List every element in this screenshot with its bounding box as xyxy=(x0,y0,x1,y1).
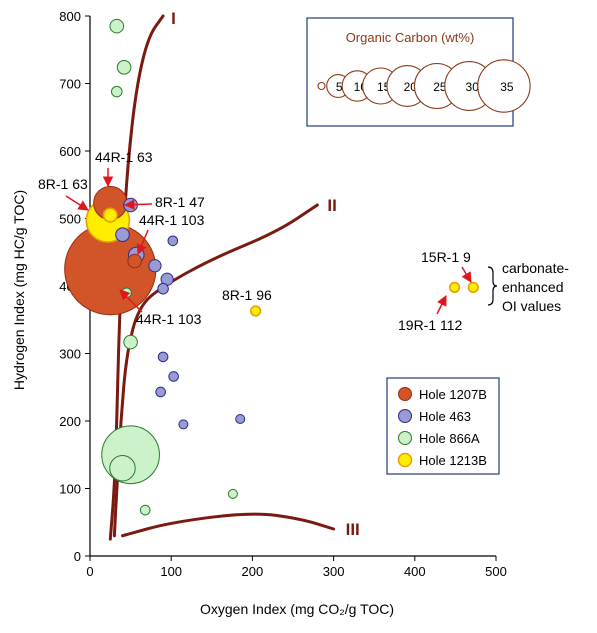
brace xyxy=(487,266,498,306)
point-hole-866a xyxy=(123,334,138,350)
label-8r1-47: 8R-1 47 xyxy=(155,194,205,210)
legend-label-1213b: Hole 1213B xyxy=(419,453,487,468)
legend-marker-1213b xyxy=(397,452,413,468)
point-hole-463 xyxy=(157,351,169,363)
y-axis-title: Hydrogen Index (mg HC/g TOC) xyxy=(11,190,27,390)
legend-label-866a: Hole 866A xyxy=(419,431,480,446)
annotation-line-2: enhanced xyxy=(502,279,564,295)
curve-label-I: I xyxy=(171,9,176,28)
label-19r1-112: 19R-1 112 xyxy=(398,317,463,333)
y-tick-label: 200 xyxy=(59,414,81,429)
arrow-19r1-112 xyxy=(436,295,447,315)
annotation-line-1: carbonate- xyxy=(502,260,569,276)
annotation-line-3: OI values xyxy=(502,298,561,314)
legend-marker-1207b xyxy=(398,387,412,401)
series-legend: Hole 1207B Hole 463 Hole 866A Hole 1213B xyxy=(386,377,500,475)
point-hole-866a xyxy=(227,488,238,499)
curve-type-II xyxy=(112,203,319,538)
point-hole-463 xyxy=(168,371,179,382)
size-legend-title: Organic Carbon (wt%) xyxy=(346,30,475,45)
legend-label-1207b: Hole 1207B xyxy=(419,387,487,402)
arrow-44r1-103-a xyxy=(136,229,149,255)
curve-type-III xyxy=(120,512,336,538)
point-hole-463 xyxy=(155,386,166,398)
size-legend-circle xyxy=(477,59,531,113)
size-legend-label: 5 xyxy=(336,80,343,94)
size-legend-label: 20 xyxy=(404,80,418,94)
size-legend-label: 25 xyxy=(433,80,447,94)
x-tick-label: 400 xyxy=(404,564,426,579)
y-tick-label: 600 xyxy=(59,144,81,159)
y-axis-ticks: 0100200300400500600700800 xyxy=(59,9,90,564)
curve-label-II: II xyxy=(327,196,336,215)
label-44r1-63: 44R-1 63 xyxy=(95,149,153,165)
point-hole-866a xyxy=(111,85,123,98)
legend-marker-866a xyxy=(398,431,412,445)
y-tick-label: 500 xyxy=(59,212,81,227)
carbonate-annotation: carbonate- enhanced OI values xyxy=(487,260,569,314)
point-hole-463 xyxy=(157,282,169,295)
size-legend-label: 30 xyxy=(466,80,480,94)
point-hole-866a xyxy=(109,455,136,482)
point-hole-463 xyxy=(235,413,246,424)
legend-label-463: Hole 463 xyxy=(419,409,471,424)
point-hole-1213b xyxy=(467,281,479,293)
point-hole-866a xyxy=(109,18,125,34)
point-hole-463 xyxy=(167,235,179,247)
x-axis-title: Oxygen Index (mg CO₂/g TOC) xyxy=(200,601,394,617)
legend-marker-463 xyxy=(398,409,412,423)
arrow-8r1-63 xyxy=(65,195,89,211)
label-44r1-103-a: 44R-1 103 xyxy=(139,212,205,228)
point-labels: 44R-1 63 8R-1 63 8R-1 47 44R-1 103 44R-1… xyxy=(38,149,472,333)
size-legend: Organic Carbon (wt%) 15101520253035 xyxy=(306,17,531,127)
y-tick-label: 700 xyxy=(59,77,81,92)
arrow-44r1-103-b xyxy=(119,289,143,313)
point-hole-463 xyxy=(178,419,189,430)
point-hole-463 xyxy=(115,227,130,242)
x-tick-label: 500 xyxy=(485,564,507,579)
label-44r1-103-b: 44R-1 103 xyxy=(136,311,202,327)
y-tick-label: 800 xyxy=(59,9,81,24)
size-legend-label: 35 xyxy=(500,80,514,94)
point-hole-463 xyxy=(148,259,162,273)
point-hole-1207b xyxy=(127,253,142,269)
y-tick-label: 0 xyxy=(74,549,81,564)
y-tick-label: 300 xyxy=(59,347,81,362)
point-hole-1213b xyxy=(448,281,461,293)
data-points xyxy=(64,18,479,516)
x-tick-label: 200 xyxy=(242,564,264,579)
arrow-8r1-47 xyxy=(123,199,153,210)
size-legend-circles: 15101520253035 xyxy=(317,59,531,113)
point-hole-866a xyxy=(116,60,132,75)
x-axis-ticks: 0 100 200 300 400 500 xyxy=(86,556,507,579)
x-tick-label: 0 xyxy=(86,564,93,579)
point-hole-1213b xyxy=(102,207,118,223)
x-tick-label: 300 xyxy=(323,564,345,579)
x-tick-label: 100 xyxy=(160,564,182,579)
label-8r1-96: 8R-1 96 xyxy=(222,287,272,303)
label-15r1-9: 15R-1 9 xyxy=(421,249,471,265)
label-8r1-63: 8R-1 63 xyxy=(38,176,88,192)
point-hole-1213b xyxy=(250,305,262,317)
y-tick-label: 100 xyxy=(59,482,81,497)
size-legend-circle xyxy=(317,81,326,91)
point-hole-866a xyxy=(139,504,151,516)
arrow-15r1-9 xyxy=(461,266,472,283)
curve-label-III: III xyxy=(346,520,360,539)
